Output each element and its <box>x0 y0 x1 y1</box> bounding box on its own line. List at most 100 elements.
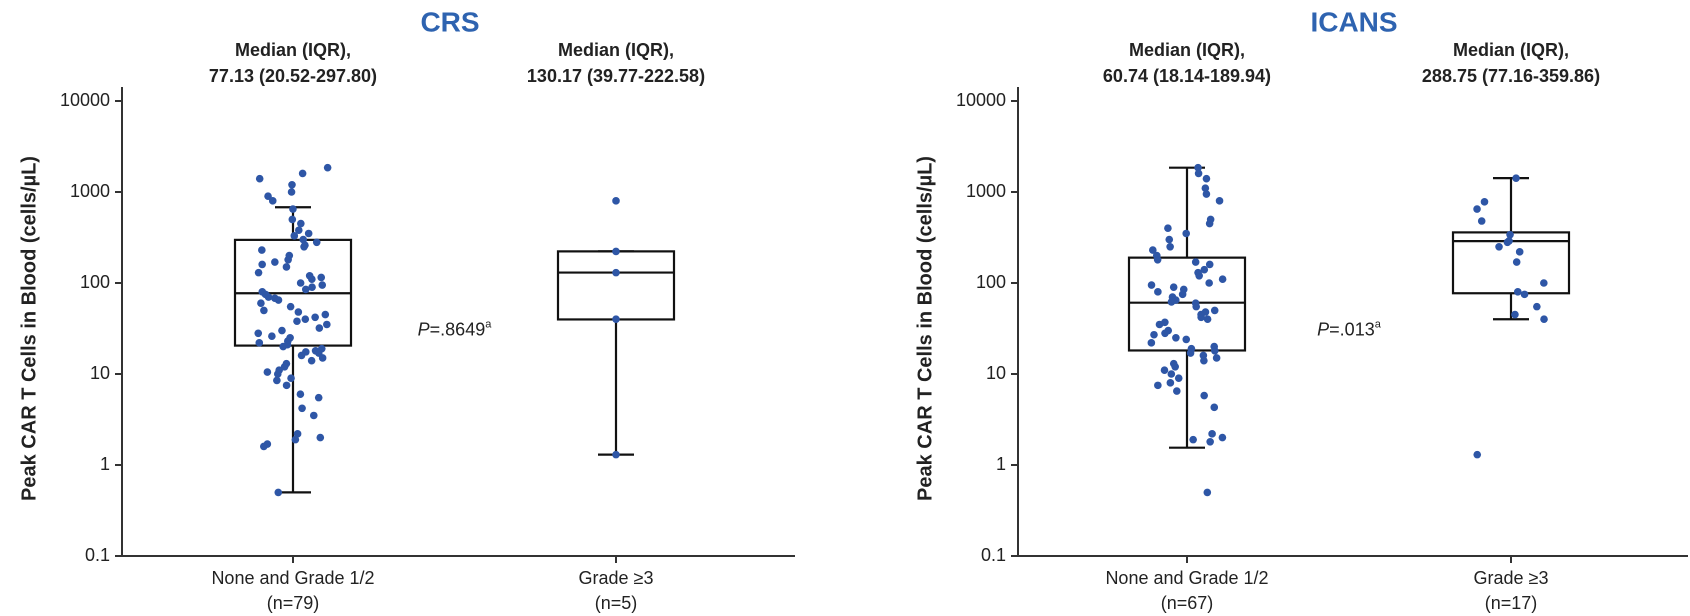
y-axis-label: Peak CAR T Cells in Blood (cells/µL) <box>914 156 936 501</box>
p-text: =.8649 <box>430 319 486 339</box>
data-point <box>280 362 289 371</box>
data-point <box>254 268 263 277</box>
data-point <box>612 268 620 277</box>
data-point <box>1205 219 1214 228</box>
data-point <box>1147 339 1156 347</box>
y-tick-label: 1000 <box>70 181 110 201</box>
data-point <box>1186 349 1195 357</box>
n-label: (n=67) <box>1161 593 1214 613</box>
data-point <box>273 370 282 378</box>
data-point <box>260 306 268 315</box>
data-point <box>284 255 292 264</box>
data-point <box>312 238 321 247</box>
data-point <box>271 258 279 266</box>
data-point <box>612 315 620 324</box>
data-point <box>293 317 301 326</box>
p-footnote: a <box>485 318 492 330</box>
data-point <box>1191 258 1200 266</box>
data-point <box>308 275 316 284</box>
data-point <box>308 283 316 291</box>
y-tick-label: 10000 <box>956 90 1006 110</box>
p-symbol: P <box>418 319 430 339</box>
y-tick-label: 0.1 <box>981 545 1006 565</box>
data-point <box>260 442 268 451</box>
n-label: (n=79) <box>267 593 320 613</box>
data-point <box>1210 403 1219 412</box>
data-point <box>323 320 331 329</box>
chart-title: ICANS <box>1310 6 1397 37</box>
data-point <box>1154 381 1162 390</box>
data-point <box>1205 260 1214 269</box>
data-point <box>301 285 310 294</box>
data-point <box>1506 230 1514 239</box>
data-point <box>1473 205 1481 213</box>
data-point <box>1473 450 1482 459</box>
data-point <box>1197 313 1205 322</box>
data-point <box>1540 315 1548 324</box>
data-point <box>1154 288 1162 296</box>
data-point <box>1206 437 1214 446</box>
data-point <box>1165 235 1174 244</box>
data-point <box>258 260 266 269</box>
data-point <box>278 326 286 335</box>
data-point <box>301 315 310 324</box>
data-point <box>321 310 330 319</box>
data-point <box>286 302 295 311</box>
data-point <box>268 197 277 205</box>
data-point <box>282 263 291 271</box>
data-point <box>309 411 318 420</box>
data-point <box>1171 362 1179 371</box>
data-point <box>1515 248 1524 256</box>
data-point <box>315 324 324 332</box>
data-point <box>1533 302 1541 311</box>
data-point <box>1169 283 1178 291</box>
data-point <box>289 205 297 213</box>
data-point <box>1477 217 1486 225</box>
data-point <box>1161 329 1169 338</box>
data-point <box>1160 366 1169 375</box>
data-point <box>1205 279 1213 287</box>
data-point <box>274 488 283 497</box>
y-tick-label: 1000 <box>966 181 1006 201</box>
data-point <box>257 299 265 307</box>
data-point <box>300 242 308 251</box>
data-point <box>1189 435 1197 444</box>
y-tick-label: 100 <box>80 272 110 292</box>
stats-heading: Median (IQR), <box>558 40 674 60</box>
data-point <box>1155 320 1164 329</box>
data-point <box>1167 370 1176 378</box>
p-value: P=.013a <box>1317 318 1382 339</box>
data-point <box>1172 333 1180 342</box>
data-point <box>1167 298 1176 306</box>
data-point <box>291 435 300 444</box>
p-value: P=.8649a <box>418 318 493 339</box>
data-point <box>1182 229 1191 238</box>
data-point <box>1511 310 1519 319</box>
data-point <box>1166 242 1174 251</box>
data-point <box>1164 224 1172 233</box>
data-point <box>1195 271 1203 280</box>
data-point <box>1194 163 1202 172</box>
data-point <box>1150 330 1158 339</box>
data-point <box>288 215 297 224</box>
y-tick-label: 10 <box>986 363 1006 383</box>
data-point <box>323 163 332 172</box>
data-point <box>1194 169 1203 178</box>
data-point <box>287 374 295 382</box>
data-point <box>254 329 263 338</box>
data-point <box>268 332 276 341</box>
data-point <box>1201 184 1210 193</box>
data-point <box>264 293 273 301</box>
data-point <box>264 192 272 200</box>
data-point <box>298 169 307 178</box>
data-point <box>1212 354 1221 362</box>
data-point <box>1495 242 1503 251</box>
y-tick-label: 10 <box>90 363 110 383</box>
p-footnote: a <box>1375 318 1382 330</box>
data-point <box>1512 258 1521 266</box>
data-point <box>1512 174 1520 182</box>
y-tick-label: 1 <box>996 454 1006 474</box>
data-point <box>297 351 306 360</box>
data-point <box>1166 379 1175 387</box>
